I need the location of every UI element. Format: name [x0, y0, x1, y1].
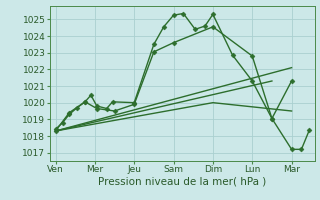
X-axis label: Pression niveau de la mer( hPa ): Pression niveau de la mer( hPa ) — [98, 177, 267, 187]
